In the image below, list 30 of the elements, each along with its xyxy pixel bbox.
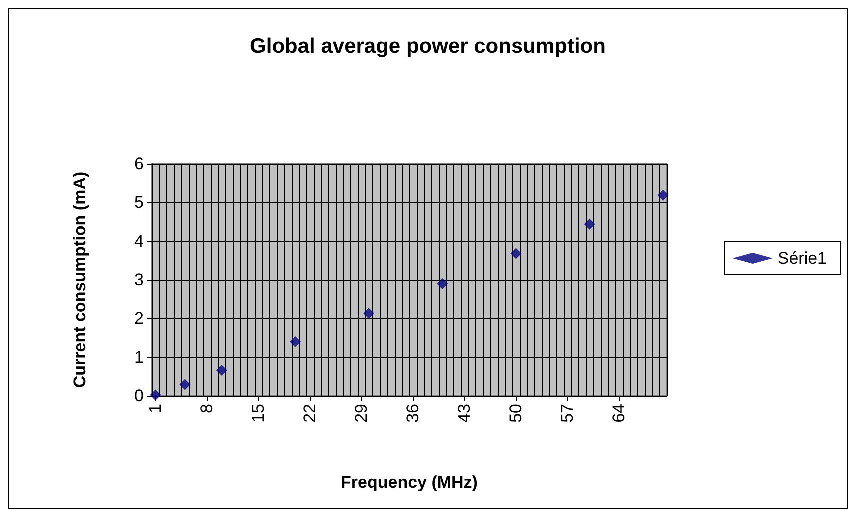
legend-label: Série1 — [778, 249, 827, 268]
x-tick-label: 15 — [249, 404, 268, 423]
x-tick-label: 1 — [146, 404, 166, 414]
chart-title: Global average power consumption — [250, 35, 606, 58]
point — [150, 390, 162, 401]
y-tick-label: 6 — [134, 154, 144, 174]
point — [658, 190, 669, 201]
point — [180, 379, 191, 390]
point — [290, 336, 301, 348]
point — [364, 308, 375, 320]
point — [510, 248, 522, 260]
x-tick-label: 64 — [610, 404, 629, 423]
y-tick-label: 5 — [134, 193, 144, 212]
x-tick-label: 36 — [404, 404, 423, 423]
point — [216, 364, 228, 376]
x-tick-label: 43 — [455, 404, 474, 423]
y-tick-label: 1 — [134, 348, 144, 367]
x-tick-label: 57 — [558, 404, 578, 423]
y-tick-label: 0 — [134, 386, 144, 406]
x-tick-label: 50 — [506, 404, 526, 423]
point — [437, 278, 448, 290]
y-axis-title: Current consumption (mA) — [70, 172, 90, 388]
x-axis-title: Frequency (MHz) — [341, 473, 478, 492]
x-tick-label: 29 — [352, 404, 372, 423]
x-tick-label: 22 — [300, 404, 320, 423]
y-tick-label: 4 — [134, 232, 144, 251]
x-tick-label: 8 — [198, 404, 217, 414]
y-tick-label: 3 — [134, 270, 144, 290]
y-tick-label: 2 — [134, 309, 144, 328]
point — [584, 218, 596, 230]
